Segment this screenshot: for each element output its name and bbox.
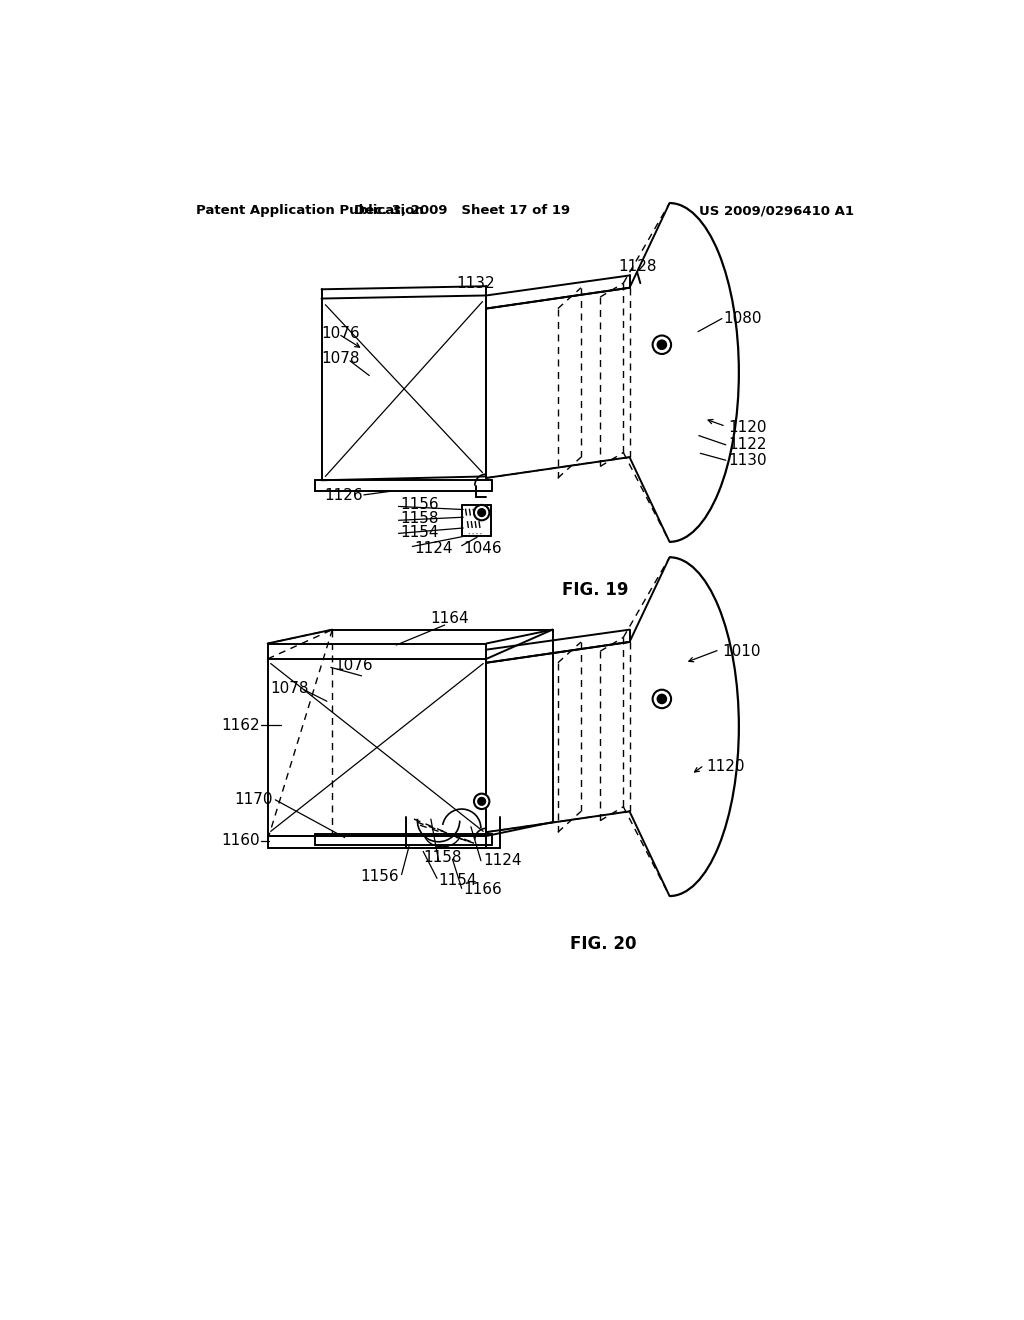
- Text: Patent Application Publication: Patent Application Publication: [196, 205, 424, 218]
- Text: 1156: 1156: [400, 498, 438, 512]
- Text: 1158: 1158: [423, 850, 462, 865]
- Circle shape: [657, 341, 667, 350]
- Circle shape: [657, 694, 667, 704]
- Text: 1076: 1076: [322, 326, 360, 342]
- Circle shape: [474, 793, 489, 809]
- Text: 1158: 1158: [400, 511, 438, 527]
- Text: 1156: 1156: [359, 869, 398, 883]
- Text: 1154: 1154: [438, 873, 477, 888]
- Circle shape: [652, 335, 671, 354]
- Circle shape: [478, 797, 485, 805]
- Text: 1046: 1046: [463, 540, 502, 556]
- Text: 1126: 1126: [325, 488, 364, 503]
- Text: 1132: 1132: [457, 276, 495, 292]
- Text: 1166: 1166: [463, 882, 502, 898]
- Text: 1124: 1124: [414, 540, 453, 556]
- Text: Dec. 3, 2009   Sheet 17 of 19: Dec. 3, 2009 Sheet 17 of 19: [353, 205, 569, 218]
- Text: 1164: 1164: [431, 611, 469, 627]
- Text: 1124: 1124: [483, 853, 521, 869]
- Text: 1120: 1120: [728, 420, 767, 436]
- Text: FIG. 20: FIG. 20: [570, 935, 637, 953]
- Text: 1122: 1122: [728, 437, 767, 453]
- Text: 1080: 1080: [724, 312, 762, 326]
- Text: 1078: 1078: [270, 681, 309, 696]
- Text: 1170: 1170: [234, 792, 273, 807]
- Text: 1154: 1154: [400, 525, 438, 540]
- Text: 1128: 1128: [617, 259, 656, 273]
- Text: 1076: 1076: [334, 657, 373, 673]
- Text: FIG. 19: FIG. 19: [562, 581, 629, 598]
- Circle shape: [478, 508, 485, 516]
- Text: 1120: 1120: [707, 759, 745, 775]
- Text: US 2009/0296410 A1: US 2009/0296410 A1: [699, 205, 854, 218]
- Text: 1010: 1010: [722, 644, 761, 659]
- Text: 1130: 1130: [728, 453, 767, 467]
- Text: 1078: 1078: [322, 351, 360, 366]
- Text: 1162: 1162: [221, 718, 260, 733]
- Circle shape: [652, 689, 671, 708]
- Text: 1160: 1160: [221, 833, 260, 849]
- Circle shape: [474, 504, 489, 520]
